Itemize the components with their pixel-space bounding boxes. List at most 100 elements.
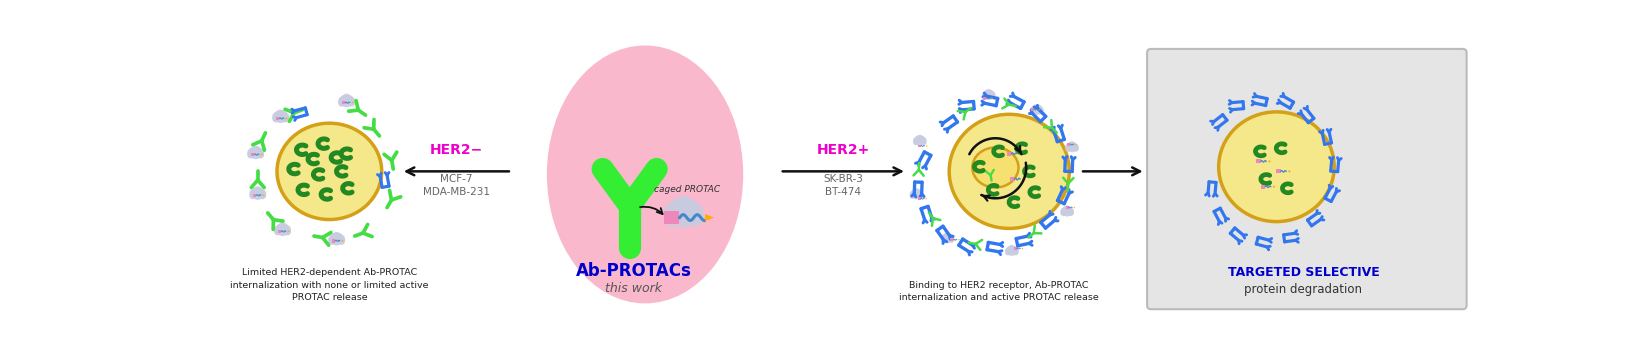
Circle shape [1038,109,1043,114]
Circle shape [916,136,921,141]
Circle shape [273,113,280,120]
Circle shape [921,140,926,145]
Circle shape [919,136,924,141]
Circle shape [947,234,952,239]
Circle shape [346,97,354,105]
Circle shape [1066,146,1071,151]
Circle shape [944,234,949,239]
Circle shape [911,194,916,198]
Circle shape [285,229,290,235]
Polygon shape [1023,177,1026,181]
FancyBboxPatch shape [1146,49,1466,309]
Circle shape [1064,206,1069,211]
Polygon shape [343,240,344,242]
Polygon shape [287,117,288,120]
Circle shape [275,226,283,233]
Circle shape [277,110,283,117]
Circle shape [1034,105,1039,110]
Circle shape [1066,144,1072,150]
Text: HER2+: HER2+ [817,143,870,157]
Circle shape [916,191,922,197]
Circle shape [252,146,259,153]
Circle shape [282,116,288,122]
Ellipse shape [949,114,1069,229]
Circle shape [341,96,348,102]
Circle shape [339,100,344,106]
FancyBboxPatch shape [1257,159,1260,163]
Circle shape [1031,109,1036,114]
Circle shape [1038,107,1043,113]
Circle shape [670,199,687,215]
Polygon shape [288,230,290,233]
Polygon shape [260,153,264,156]
Circle shape [680,199,697,215]
Circle shape [985,92,993,99]
Circle shape [1067,143,1072,148]
FancyBboxPatch shape [983,97,987,100]
Text: HER2−: HER2− [430,143,483,157]
Ellipse shape [547,46,743,303]
Polygon shape [705,214,713,221]
Circle shape [1074,146,1079,151]
FancyBboxPatch shape [1262,185,1265,189]
Circle shape [684,203,703,222]
Circle shape [260,193,265,198]
Circle shape [988,92,995,98]
Circle shape [346,96,352,102]
Circle shape [283,226,290,233]
Polygon shape [1273,186,1276,188]
Circle shape [664,203,684,222]
Circle shape [257,188,264,195]
FancyBboxPatch shape [250,153,254,156]
Circle shape [280,223,287,230]
Circle shape [339,97,346,105]
Circle shape [917,135,922,140]
Text: Binding to HER2 receptor, Ab-PROTAC
internalization and active PROTAC release: Binding to HER2 receptor, Ab-PROTAC inte… [899,281,1099,302]
Ellipse shape [972,147,1018,188]
Circle shape [688,210,703,225]
Circle shape [1010,246,1015,251]
FancyBboxPatch shape [1066,206,1069,209]
FancyBboxPatch shape [950,238,954,241]
Circle shape [914,138,919,144]
Circle shape [336,233,343,240]
Circle shape [944,235,952,243]
Circle shape [278,226,287,236]
Circle shape [273,116,278,122]
Circle shape [942,237,945,242]
FancyBboxPatch shape [1015,247,1016,250]
Circle shape [1062,207,1067,212]
Polygon shape [1268,160,1271,163]
Text: caged PROTAC: caged PROTAC [654,186,720,195]
Circle shape [987,90,991,95]
Circle shape [945,233,950,238]
Circle shape [1069,142,1074,147]
Circle shape [255,187,260,194]
Circle shape [672,203,695,227]
Ellipse shape [1219,112,1334,222]
Circle shape [275,111,282,118]
Circle shape [329,238,334,244]
Circle shape [1006,247,1011,254]
Circle shape [1072,144,1079,150]
Circle shape [249,152,254,158]
Circle shape [1011,247,1018,254]
Circle shape [1066,207,1071,212]
Circle shape [254,190,262,199]
Text: Ab-PROTACs: Ab-PROTACs [575,262,692,280]
Circle shape [280,111,287,118]
Circle shape [1036,105,1041,111]
Circle shape [343,94,349,101]
Circle shape [336,235,344,243]
FancyBboxPatch shape [917,197,921,200]
Circle shape [1011,246,1016,252]
Circle shape [1064,208,1071,216]
Circle shape [249,149,255,156]
Circle shape [250,149,260,159]
FancyBboxPatch shape [277,230,282,233]
Circle shape [250,147,257,154]
FancyBboxPatch shape [1010,177,1015,181]
Circle shape [1008,248,1016,255]
Circle shape [988,91,993,96]
Circle shape [916,138,924,145]
